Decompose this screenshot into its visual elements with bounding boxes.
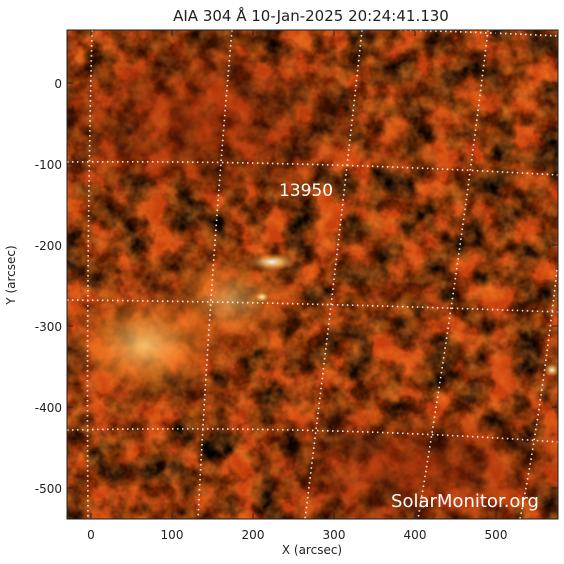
limb-brightening	[544, 363, 558, 377]
x-tick-label: 500	[485, 528, 508, 542]
bright-kernel	[248, 253, 296, 271]
plot-frame	[66, 29, 559, 520]
grid-meridian-5	[519, 269, 558, 519]
bright-kernel-small	[255, 292, 269, 302]
y-tick-labels: 0 -100 -200 -300 -400 -500	[35, 77, 62, 496]
grid-meridian-3	[304, 30, 363, 519]
warm-haze-north	[67, 30, 370, 210]
y-tick-label: -500	[35, 482, 62, 496]
y-axis-title: Y (arcsec)	[4, 245, 18, 305]
x-axis	[90, 30, 497, 519]
x-tick-label: 0	[87, 528, 95, 542]
x-tick-label: 400	[404, 528, 427, 542]
y-tick-label: -200	[35, 239, 62, 253]
grid-parallel-1	[67, 160, 558, 176]
y-tick-label: 0	[54, 77, 62, 91]
y-tick-label: -100	[35, 158, 62, 172]
x-tick-label: 300	[323, 528, 346, 542]
watermark-text: SolarMonitor.org	[391, 491, 539, 512]
x-axis-title: X (arcsec)	[282, 543, 342, 557]
image-title: AIA 304 Å 10-Jan-2025 20:24:41.130	[173, 6, 449, 25]
warm-haze-south	[240, 400, 558, 519]
y-tick-label: -400	[35, 401, 62, 415]
y-axis	[67, 82, 558, 489]
active-region-label: 13950	[279, 181, 333, 201]
plage-region-center	[150, 245, 310, 355]
grid-parallel-3	[67, 428, 558, 443]
y-tick-label: -300	[35, 320, 62, 334]
x-tick-labels: 0 100 200 300 400 500	[87, 528, 507, 542]
heliographic-grid	[67, 30, 558, 519]
grid-parallel-2	[67, 299, 558, 313]
x-tick-label: 100	[161, 528, 184, 542]
x-tick-label: 200	[242, 528, 265, 542]
solar-image-panel: 13950 SolarMonitor.org	[67, 30, 558, 519]
